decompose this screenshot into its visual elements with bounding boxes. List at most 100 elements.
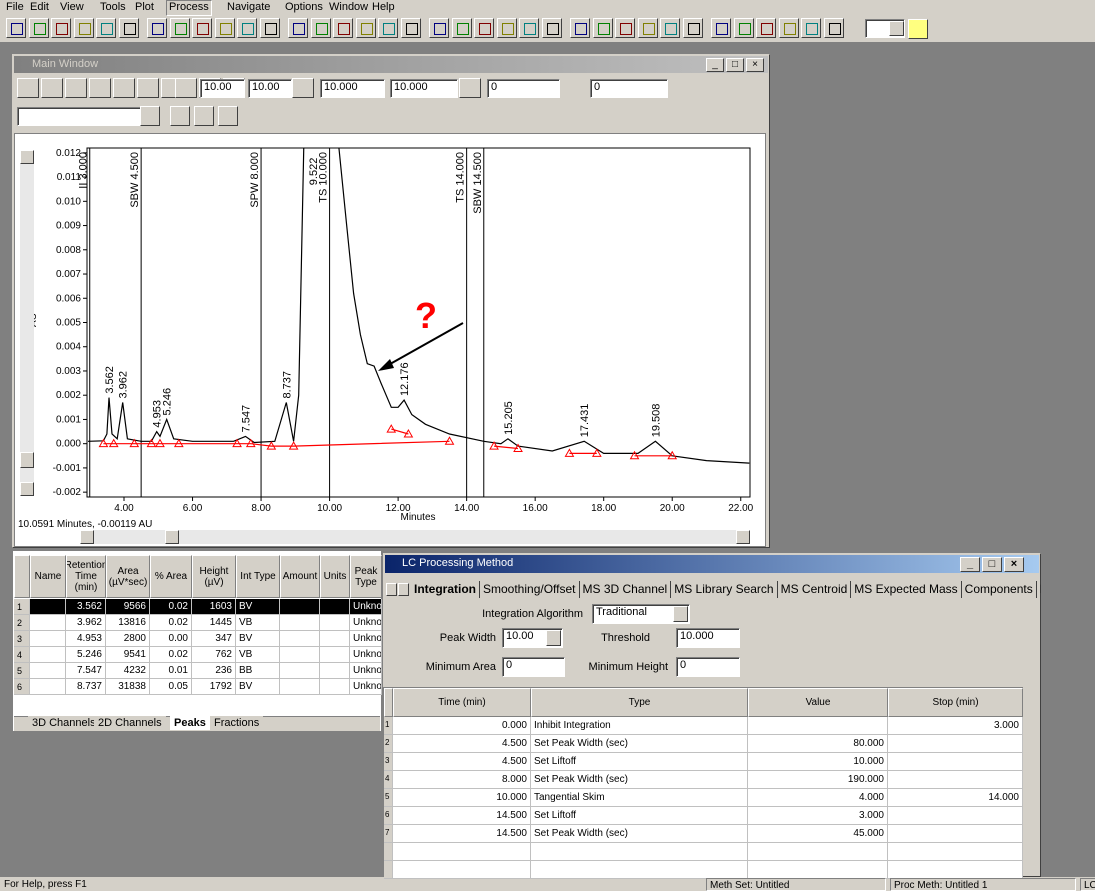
- tab[interactable]: 3D Channels: [28, 716, 100, 730]
- row-label[interactable]: 3: [384, 753, 393, 771]
- table-cell[interactable]: [320, 647, 350, 663]
- toolbar-button[interactable]: [778, 18, 799, 38]
- window-combo[interactable]: [17, 107, 159, 126]
- table-cell[interactable]: 4.500: [393, 753, 531, 771]
- menu-item[interactable]: File: [6, 1, 24, 13]
- dialog-tab[interactable]: MS 3D Channel: [580, 581, 672, 598]
- table-cell[interactable]: BV: [236, 631, 280, 647]
- column-header[interactable]: Peak Type: [350, 555, 382, 598]
- table-cell[interactable]: 14.500: [393, 807, 531, 825]
- toolbar-button[interactable]: [288, 18, 308, 38]
- table-cell[interactable]: Set Liftoff: [531, 753, 748, 771]
- table-cell[interactable]: Unknown: [350, 631, 382, 647]
- toolbar-button[interactable]: [711, 18, 731, 38]
- table-cell[interactable]: [748, 717, 888, 735]
- table-cell[interactable]: 4232: [106, 663, 150, 679]
- scroll-button[interactable]: [736, 530, 750, 544]
- row-label[interactable]: 2: [384, 735, 393, 753]
- window-tool-button[interactable]: [89, 78, 111, 98]
- toolbar-button[interactable]: [51, 18, 71, 38]
- scrollbar[interactable]: [80, 530, 750, 544]
- table-cell[interactable]: Tangential Skim: [531, 789, 748, 807]
- window-button[interactable]: _: [706, 58, 724, 72]
- table-cell[interactable]: 5.246: [66, 647, 106, 663]
- field-input[interactable]: 0: [676, 657, 740, 677]
- table-cell[interactable]: 1445: [192, 615, 236, 631]
- table-cell[interactable]: 10.000: [748, 753, 888, 771]
- window-tool-button[interactable]: [459, 78, 481, 98]
- toolbar-field[interactable]: 10.000: [390, 79, 458, 98]
- toolbar-field[interactable]: 10.000: [320, 79, 385, 98]
- row-label[interactable]: 6: [384, 807, 393, 825]
- column-header[interactable]: Time (min): [393, 688, 531, 717]
- column-header[interactable]: % Area: [150, 555, 192, 598]
- toolbar-button[interactable]: [908, 19, 928, 39]
- table-cell[interactable]: VB: [236, 647, 280, 663]
- tab[interactable]: 2D Channels: [94, 716, 166, 730]
- field-input[interactable]: Traditional: [592, 604, 690, 624]
- table-cell[interactable]: 7.547: [66, 663, 106, 679]
- table-cell[interactable]: [531, 861, 748, 879]
- table-cell[interactable]: [30, 663, 66, 679]
- table-cell[interactable]: Unknown: [350, 599, 382, 615]
- toolbar-button[interactable]: [169, 18, 190, 38]
- table-cell[interactable]: [888, 825, 1023, 843]
- window-tool-button[interactable]: [218, 106, 238, 126]
- field-input[interactable]: 10.000: [676, 628, 740, 648]
- toolbar-button[interactable]: [333, 18, 353, 38]
- table-cell[interactable]: [888, 771, 1023, 789]
- window-tool-button[interactable]: [41, 78, 63, 98]
- window-button[interactable]: ×: [746, 58, 764, 72]
- table-cell[interactable]: [393, 843, 531, 861]
- toolbar-button[interactable]: [474, 18, 494, 38]
- column-header[interactable]: Retention Time (min): [66, 555, 106, 598]
- toolbar-button[interactable]: [823, 18, 844, 38]
- window-tool-button[interactable]: [140, 106, 160, 126]
- window-tool-button[interactable]: [65, 78, 87, 98]
- row-label[interactable]: 2: [14, 615, 30, 631]
- table-cell[interactable]: [888, 807, 1023, 825]
- table-cell[interactable]: [888, 843, 1023, 861]
- table-cell[interactable]: Set Liftoff: [531, 807, 748, 825]
- toolbar-button[interactable]: [570, 18, 590, 38]
- table-cell[interactable]: Unknown: [350, 679, 382, 695]
- toolbar-field[interactable]: 10.00: [200, 79, 245, 98]
- row-label[interactable]: 4: [14, 647, 30, 663]
- combo-arrow[interactable]: [546, 630, 561, 646]
- table-cell[interactable]: 347: [192, 631, 236, 647]
- row-label[interactable]: 3: [14, 631, 30, 647]
- toolbar-button[interactable]: [682, 18, 703, 38]
- table-cell[interactable]: 0.02: [150, 647, 192, 663]
- toolbar-button[interactable]: [259, 18, 280, 38]
- toolbar-button[interactable]: [496, 18, 517, 38]
- table-cell[interactable]: [888, 753, 1023, 771]
- toolbar-field[interactable]: 10.00: [248, 79, 292, 98]
- table-cell[interactable]: Set Peak Width (sec): [531, 735, 748, 753]
- window-tool-button[interactable]: [175, 78, 197, 98]
- column-header[interactable]: Type: [531, 688, 748, 717]
- table-cell[interactable]: 14.000: [888, 789, 1023, 807]
- column-header[interactable]: Height (µV): [192, 555, 236, 598]
- table-cell[interactable]: BV: [236, 599, 280, 615]
- toolbar-button[interactable]: [541, 18, 562, 38]
- toolbar-button[interactable]: [615, 18, 635, 38]
- table-cell[interactable]: [393, 861, 531, 879]
- row-label[interactable]: 5: [14, 663, 30, 679]
- table-cell[interactable]: VB: [236, 615, 280, 631]
- table-cell[interactable]: [748, 861, 888, 879]
- toolbar-button[interactable]: [28, 18, 49, 38]
- tab[interactable]: Peaks: [170, 716, 210, 730]
- menu-item[interactable]: Tools: [100, 1, 126, 13]
- combo-arrow[interactable]: [673, 606, 688, 622]
- row-label[interactable]: 4: [384, 771, 393, 789]
- toolbar-button[interactable]: [429, 18, 449, 38]
- toolbar-button[interactable]: [519, 18, 539, 38]
- window-button[interactable]: ×: [1004, 557, 1024, 572]
- table-cell[interactable]: 0.02: [150, 599, 192, 615]
- row-label[interactable]: 1: [384, 717, 393, 735]
- menu-item[interactable]: View: [60, 1, 84, 13]
- table-cell[interactable]: 4.500: [393, 735, 531, 753]
- table-cell[interactable]: [30, 631, 66, 647]
- row-label[interactable]: 7: [384, 825, 393, 843]
- table-cell[interactable]: 8.000: [393, 771, 531, 789]
